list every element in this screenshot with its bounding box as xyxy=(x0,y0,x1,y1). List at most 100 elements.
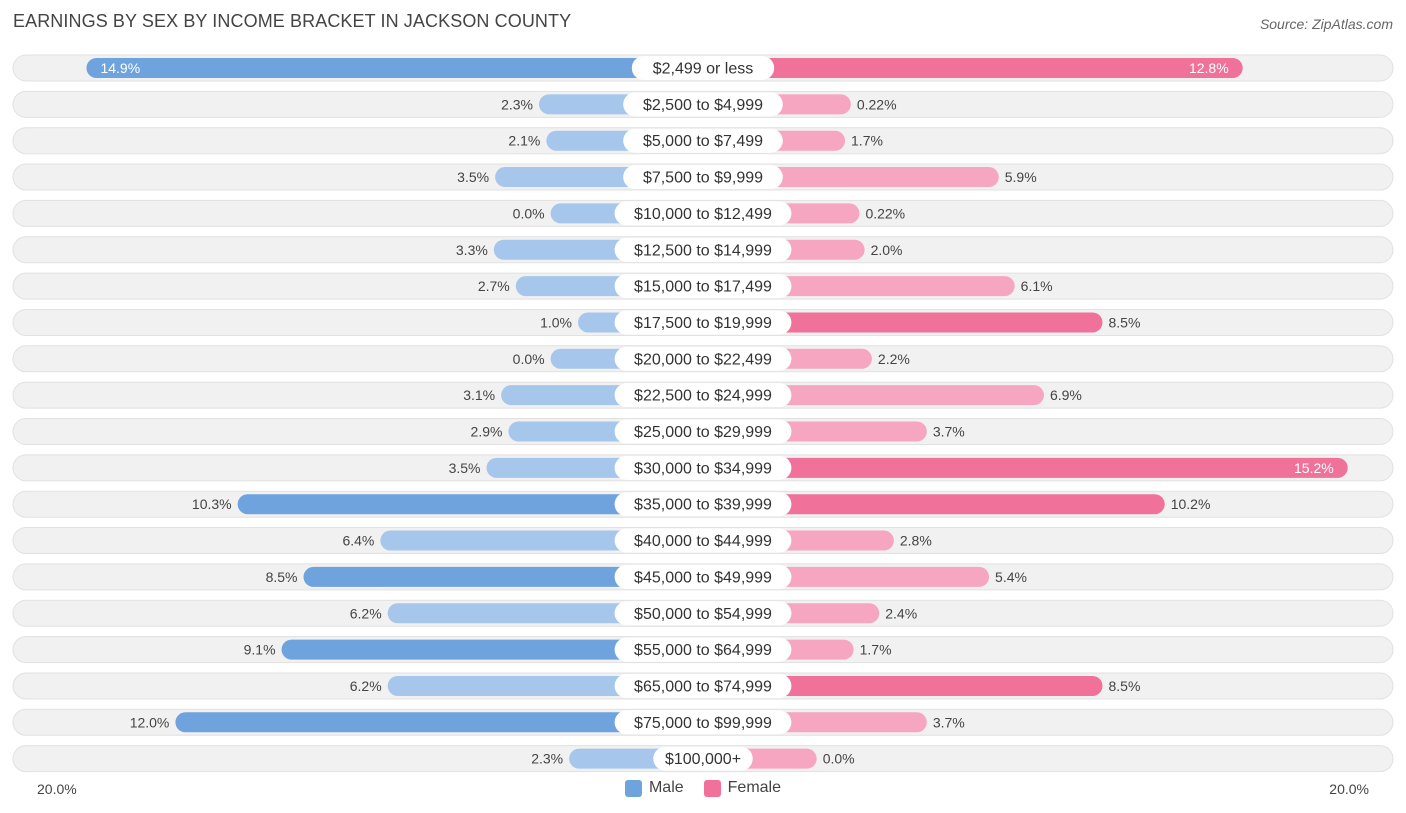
female-value-label: 8.5% xyxy=(1109,314,1141,330)
female-value-label: 2.0% xyxy=(871,242,903,258)
category-label: $22,500 to $24,999 xyxy=(634,388,772,405)
male-value-label: 8.5% xyxy=(266,569,298,585)
male-value-label: 0.0% xyxy=(513,351,545,367)
category-label-bg xyxy=(614,601,792,626)
male-value-label: 3.5% xyxy=(457,169,489,185)
female-value-label: 2.2% xyxy=(878,351,910,367)
male-value-label: 2.9% xyxy=(471,424,503,440)
male-value-label: 3.1% xyxy=(463,387,495,403)
category-label-bg xyxy=(614,201,792,226)
legend-label-male: Male xyxy=(648,779,684,796)
category-label-bg xyxy=(614,637,792,662)
female-value-label: 0.0% xyxy=(823,751,855,767)
category-label-bg xyxy=(614,237,792,262)
male-value-label: 1.0% xyxy=(540,314,572,330)
category-label-bg xyxy=(653,746,753,771)
legend: Male Female xyxy=(0,779,1406,797)
female-value-label: 0.22% xyxy=(865,205,905,221)
female-value-label: 10.2% xyxy=(1171,496,1211,512)
male-value-label: 6.2% xyxy=(350,678,382,694)
category-label: $2,499 or less xyxy=(653,61,754,78)
male-value-label: 3.5% xyxy=(449,460,481,476)
category-label: $10,000 to $12,499 xyxy=(634,206,772,223)
legend-item-female[interactable]: Female xyxy=(703,779,782,797)
male-value-label: 0.0% xyxy=(513,205,545,221)
female-value-label: 8.5% xyxy=(1109,678,1141,694)
male-value-label: 12.0% xyxy=(130,714,170,730)
category-label-bg xyxy=(614,274,792,299)
category-label: $20,000 to $22,499 xyxy=(634,351,772,368)
legend-swatch-female xyxy=(703,779,721,797)
category-label-bg xyxy=(631,56,775,80)
category-label-bg xyxy=(623,165,783,190)
male-value-label: 10.3% xyxy=(192,496,232,512)
category-label: $100,000+ xyxy=(665,751,741,768)
female-value-label: 6.9% xyxy=(1050,387,1082,403)
category-label-bg xyxy=(614,455,792,480)
bar-female xyxy=(703,494,1165,515)
bar-male xyxy=(237,494,703,515)
male-value-label: 9.1% xyxy=(244,642,276,658)
legend-label-female: Female xyxy=(727,779,782,796)
bar-female xyxy=(703,58,1243,78)
female-value-label: 2.4% xyxy=(885,605,917,621)
female-value-label: 0.22% xyxy=(857,96,897,112)
category-label-bg xyxy=(614,673,792,698)
category-label: $45,000 to $49,999 xyxy=(634,569,772,586)
category-label: $30,000 to $34,999 xyxy=(634,460,772,477)
category-label-bg xyxy=(614,383,792,408)
category-label: $35,000 to $39,999 xyxy=(634,497,772,514)
source-credit: Source: ZipAtlas.com xyxy=(1259,16,1393,32)
female-value-label: 2.8% xyxy=(900,533,932,549)
male-value-label: 2.3% xyxy=(501,96,533,112)
category-label-bg xyxy=(614,528,792,553)
category-label: $7,500 to $9,999 xyxy=(643,170,763,187)
bar-male xyxy=(281,639,703,660)
female-value-label: 5.9% xyxy=(1005,169,1037,185)
female-value-label: 3.7% xyxy=(933,424,965,440)
female-value-label: 6.1% xyxy=(1021,278,1053,294)
female-value-label: 5.4% xyxy=(995,569,1027,585)
bar-male xyxy=(86,58,703,78)
category-label-bg xyxy=(623,128,783,153)
bar-female xyxy=(703,457,1348,478)
category-label: $65,000 to $74,999 xyxy=(634,678,772,695)
male-value-label: 2.3% xyxy=(531,751,563,767)
axis-right-label: 20.0% xyxy=(1329,781,1369,797)
category-label-bg xyxy=(614,492,792,517)
category-label-bg xyxy=(614,710,792,735)
category-label: $55,000 to $64,999 xyxy=(634,642,772,659)
diverging-bar-chart: $2,499 or less 14.9% 12.8% $2,500 to $4,999… xyxy=(12,54,1394,773)
category-label: $15,000 to $17,499 xyxy=(634,279,772,296)
female-value-label: 1.7% xyxy=(860,642,892,658)
category-label-bg xyxy=(614,346,792,371)
male-value-label: 2.7% xyxy=(478,278,510,294)
legend-swatch-male xyxy=(624,779,642,797)
category-label: $5,000 to $7,499 xyxy=(643,133,763,150)
female-value-label: 1.7% xyxy=(851,133,883,149)
category-label-bg xyxy=(623,92,783,117)
bar-male xyxy=(175,712,703,733)
category-label: $75,000 to $99,999 xyxy=(634,715,772,732)
category-label: $50,000 to $54,999 xyxy=(634,606,772,623)
male-value-label: 6.4% xyxy=(342,533,374,549)
legend-item-male[interactable]: Male xyxy=(624,779,684,797)
category-label-bg xyxy=(614,419,792,444)
female-value-label: 15.2% xyxy=(1294,460,1334,476)
category-label: $2,500 to $4,999 xyxy=(643,97,763,114)
female-value-label: 12.8% xyxy=(1189,60,1229,76)
category-label: $40,000 to $44,999 xyxy=(634,533,772,550)
male-value-label: 2.1% xyxy=(508,133,540,149)
male-value-label: 3.3% xyxy=(456,242,488,258)
female-value-label: 3.7% xyxy=(933,714,965,730)
category-label: $12,500 to $14,999 xyxy=(634,242,772,259)
male-value-label: 6.2% xyxy=(350,605,382,621)
category-label: $25,000 to $29,999 xyxy=(634,424,772,441)
bar-female xyxy=(703,675,1103,696)
male-value-label: 14.9% xyxy=(100,60,140,76)
axis-left-label: 20.0% xyxy=(37,781,77,797)
chart-title: EARNINGS BY SEX BY INCOME BRACKET IN JAC… xyxy=(13,11,572,31)
category-label-bg xyxy=(614,564,792,589)
bar-female xyxy=(703,312,1103,333)
category-label: $17,500 to $19,999 xyxy=(634,315,772,332)
